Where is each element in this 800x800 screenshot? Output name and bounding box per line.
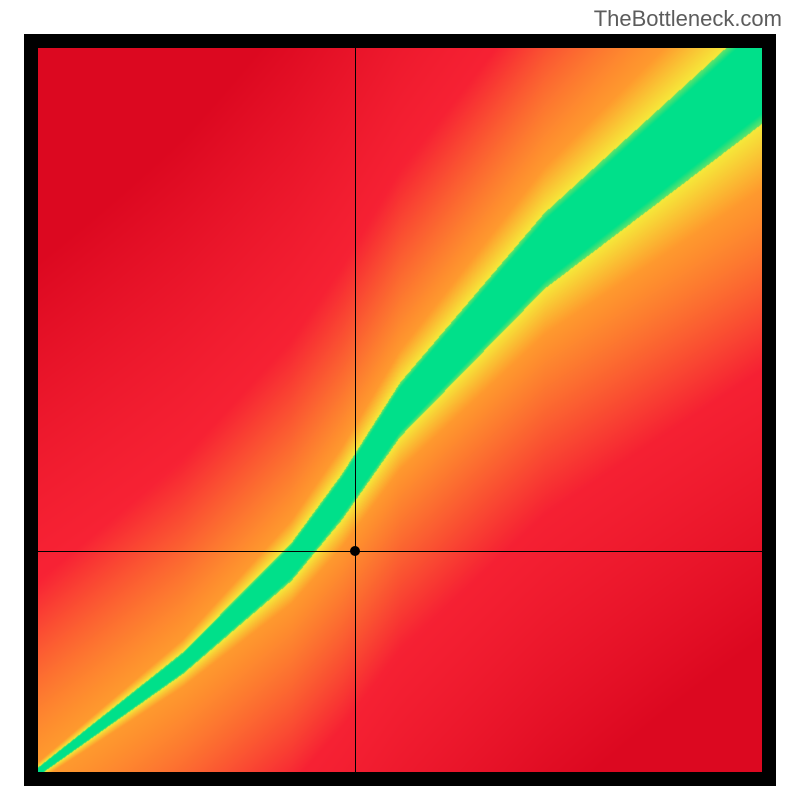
heatmap-canvas <box>38 48 762 772</box>
chart-container: TheBottleneck.com <box>0 0 800 800</box>
crosshair-marker <box>350 546 360 556</box>
plot-frame <box>24 34 776 786</box>
watermark-text: TheBottleneck.com <box>594 6 782 32</box>
crosshair-horizontal <box>38 551 762 552</box>
crosshair-vertical <box>355 48 356 772</box>
